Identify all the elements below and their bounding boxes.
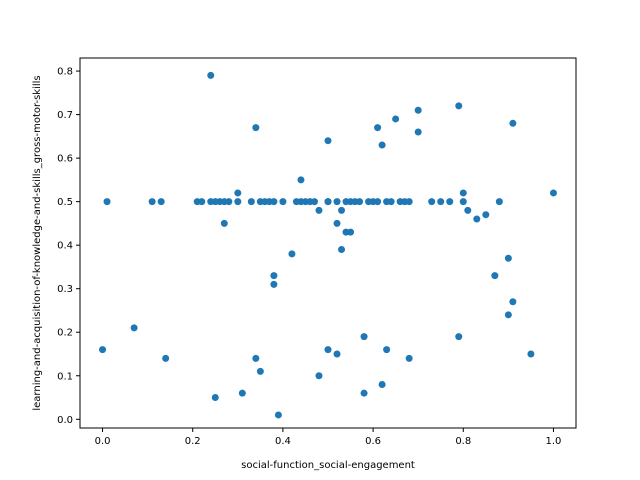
data-point [459,198,467,206]
data-point [446,198,454,206]
data-point [211,394,219,402]
data-point [405,354,413,362]
data-point [333,219,341,227]
data-point [378,141,386,149]
data-point [491,272,499,280]
data-point [464,206,472,214]
data-point [504,311,512,319]
data-point [130,324,138,332]
data-point [270,272,278,280]
x-axis-ticks: 0.0 0.2 0.4 0.6 0.8 1.0 [95,428,562,447]
x-tick-label: 1.0 [546,436,562,447]
y-tick-label: 0.4 [57,241,73,252]
data-point [356,198,364,206]
data-point [270,198,278,206]
data-point [482,211,490,219]
data-point [387,198,395,206]
y-axis-label: learning-and-acquisition-of-knowledge-an… [32,75,43,410]
data-point [374,124,382,132]
data-point [374,198,382,206]
data-point [252,124,260,132]
data-point [428,198,436,206]
data-point [256,367,264,375]
x-axis-label: social-function_social-engagement [241,460,415,471]
y-tick-label: 0.7 [57,110,73,121]
data-point [405,198,413,206]
data-point [324,198,332,206]
data-point [509,119,517,127]
data-point [360,389,368,397]
x-tick-label: 0.4 [275,436,291,447]
data-point [324,346,332,354]
data-point [455,333,463,341]
data-point [437,198,445,206]
data-point [383,346,391,354]
data-point [392,115,400,123]
data-point [99,346,107,354]
data-point [378,380,386,388]
data-point [549,189,557,197]
data-point [225,198,233,206]
y-tick-label: 0.0 [57,415,73,426]
x-tick-label: 0.8 [455,436,471,447]
data-point [288,250,296,258]
data-point [360,333,368,341]
data-point [527,350,535,358]
data-point [455,102,463,110]
data-point [315,206,323,214]
data-point [414,106,422,114]
data-point [310,198,318,206]
plot-area [80,58,576,428]
data-point [103,198,111,206]
data-point [274,411,282,419]
data-point [279,198,287,206]
y-tick-label: 0.1 [57,371,73,382]
x-tick-label: 0.0 [95,436,111,447]
data-point [234,198,242,206]
data-point [473,215,481,223]
plot-frame [79,57,577,429]
data-point [338,206,346,214]
data-point [207,71,215,79]
data-point [338,246,346,254]
data-point [414,128,422,136]
data-point [504,254,512,262]
data-point [347,228,355,236]
data-point [162,354,170,362]
y-axis-ticks: 0.0 0.1 0.2 0.3 0.4 0.5 0.6 0.7 0.8 [57,67,80,426]
data-point [238,389,246,397]
x-tick-label: 0.2 [185,436,201,447]
data-point [247,198,255,206]
data-point [198,198,206,206]
y-tick-label: 0.8 [57,67,73,78]
x-tick-label: 0.6 [365,436,381,447]
data-point [315,372,323,380]
data-points [99,71,557,419]
data-point [459,189,467,197]
data-point [333,350,341,358]
data-point [270,280,278,288]
data-point [220,219,228,227]
data-point [157,198,165,206]
y-tick-label: 0.5 [57,197,73,208]
y-tick-label: 0.6 [57,154,73,165]
data-point [495,198,503,206]
data-point [297,176,305,184]
y-tick-label: 0.2 [57,328,73,339]
data-point [324,137,332,145]
data-point [148,198,156,206]
y-tick-label: 0.3 [57,284,73,295]
data-point [252,354,260,362]
data-point [234,189,242,197]
data-point [509,298,517,306]
data-point [333,198,341,206]
